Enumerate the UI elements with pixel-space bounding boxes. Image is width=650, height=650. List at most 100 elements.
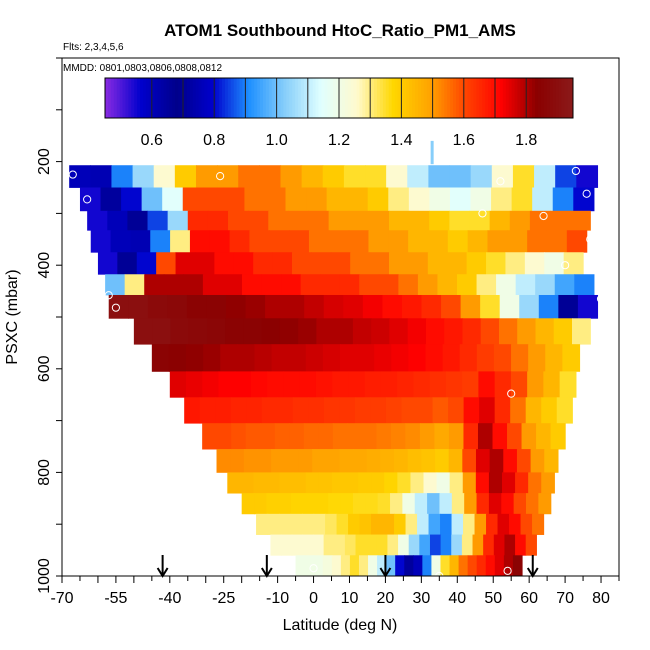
heatmap-cell <box>301 165 324 188</box>
heatmap-cell <box>461 534 474 556</box>
heatmap-cell <box>428 165 451 188</box>
heatmap-cell <box>384 472 398 494</box>
heatmap-cell <box>323 294 344 319</box>
heatmap-cell <box>216 423 232 450</box>
heatmap-cell <box>398 534 410 556</box>
colorbar-segment <box>356 78 360 118</box>
heatmap-cell <box>489 449 504 473</box>
heatmap-cell <box>448 423 465 450</box>
heatmap-cell <box>288 210 310 231</box>
colorbar-tick-label: 1.2 <box>328 132 350 149</box>
colorbar-segment <box>496 78 501 118</box>
heatmap-cell <box>550 423 566 450</box>
heatmap-cell <box>194 252 215 275</box>
heatmap-cell <box>511 344 529 372</box>
heatmap-cell <box>395 555 405 577</box>
colorbar-segment <box>219 78 223 118</box>
heatmap-cell <box>421 449 436 473</box>
heatmap-cell <box>365 165 387 188</box>
heatmap-cell <box>222 274 243 296</box>
heatmap-cell <box>241 274 263 296</box>
heatmap-cell <box>277 397 294 424</box>
heatmap-cell <box>463 397 480 424</box>
colorbar-segment <box>450 78 454 118</box>
heatmap-cell <box>509 513 522 535</box>
heatmap-cell <box>401 294 423 319</box>
heatmap-cell <box>311 252 332 275</box>
heatmap-cell <box>554 274 575 296</box>
heatmap-cell <box>428 513 441 535</box>
heatmap-cell <box>371 513 384 535</box>
heatmap-cell <box>520 513 533 535</box>
x-tick-label: 20 <box>377 590 395 607</box>
heatmap-cell <box>417 513 430 535</box>
colorbar-segment <box>233 78 238 118</box>
colorbar-segment <box>558 78 562 118</box>
heatmap-cell <box>460 294 481 319</box>
heatmap-cell <box>265 294 286 319</box>
colorbar-segment <box>514 78 518 118</box>
colorbar-segment <box>347 78 352 118</box>
heatmap-cell <box>202 371 220 398</box>
colorbar-segment <box>482 78 486 118</box>
colorbar-segment <box>160 78 164 118</box>
heatmap-cell <box>368 210 390 231</box>
colorbar-segment <box>435 78 439 118</box>
heatmap-cell <box>357 344 375 372</box>
heatmap-cell <box>111 165 134 188</box>
heatmap-cell <box>504 534 516 556</box>
colorbar-segment <box>526 78 530 118</box>
heatmap-cell <box>316 318 336 345</box>
heatmap-cell <box>408 230 429 253</box>
y-tick-label: 800 <box>36 459 53 486</box>
colorbar-segment <box>151 78 156 118</box>
heatmap-cell <box>501 493 515 515</box>
heatmap-cell <box>289 230 310 253</box>
colorbar-segment <box>409 78 413 118</box>
heatmap-cell <box>318 423 334 450</box>
colorbar-segment <box>204 78 208 118</box>
heatmap-cell <box>325 449 341 473</box>
colorbar-segment <box>523 78 527 118</box>
heatmap-cell <box>248 210 269 231</box>
heatmap-cell <box>107 210 128 231</box>
colorbar-segment <box>172 78 176 118</box>
heatmap-cell <box>340 555 351 577</box>
heatmap-cell <box>267 513 280 535</box>
heatmap-cell <box>90 230 112 253</box>
heatmap-cell <box>144 274 165 296</box>
heatmap-cell <box>458 555 469 577</box>
colorbar-segment <box>122 78 126 118</box>
colorbar-segment <box>564 78 568 118</box>
colorbar-segment <box>283 78 287 118</box>
heatmap-cell <box>414 493 428 515</box>
heatmap-cell <box>408 344 427 372</box>
colorbar-segment <box>110 78 115 118</box>
x-tick-label: 30 <box>412 590 430 607</box>
heatmap-cell <box>532 187 554 212</box>
heatmap-cell <box>170 230 191 253</box>
colorbar-segment <box>432 78 437 118</box>
heatmap-cell <box>253 472 268 494</box>
colorbar-segment <box>420 78 425 118</box>
colorbar-segment <box>166 78 170 118</box>
heatmap-cell <box>538 493 552 515</box>
heatmap-cell <box>312 449 327 473</box>
heatmap-cell <box>394 513 407 535</box>
colorbar-segment <box>561 78 565 118</box>
heatmap-cell <box>544 449 559 473</box>
heatmap-cell <box>497 513 510 535</box>
heatmap-cell <box>510 397 527 424</box>
heatmap-cell <box>553 318 573 345</box>
heatmap-cell <box>448 449 463 473</box>
colorbar-segment <box>292 78 296 118</box>
heatmap-cell <box>308 210 330 231</box>
colorbar-segment <box>312 78 317 118</box>
heatmap-cell <box>512 165 535 188</box>
heatmap-cell <box>257 449 272 473</box>
colorbar-segment <box>397 78 401 118</box>
heatmap-cell <box>469 210 491 231</box>
heatmap-cell <box>417 274 439 296</box>
heatmap-cell <box>371 472 385 494</box>
colorbar-segment <box>362 78 366 118</box>
